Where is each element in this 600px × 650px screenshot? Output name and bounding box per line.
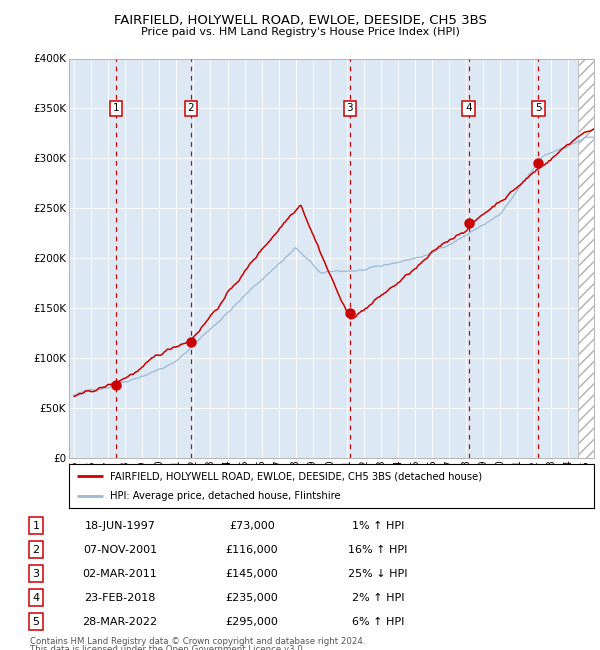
Text: 3: 3 <box>32 569 40 578</box>
Text: 5: 5 <box>32 617 40 627</box>
Text: 1: 1 <box>32 521 40 530</box>
Text: This data is licensed under the Open Government Licence v3.0.: This data is licensed under the Open Gov… <box>30 645 305 650</box>
Text: 3: 3 <box>346 103 353 114</box>
Text: £145,000: £145,000 <box>226 569 278 578</box>
Text: 23-FEB-2018: 23-FEB-2018 <box>85 593 155 603</box>
Text: Contains HM Land Registry data © Crown copyright and database right 2024.: Contains HM Land Registry data © Crown c… <box>30 637 365 646</box>
Text: 16% ↑ HPI: 16% ↑ HPI <box>349 545 407 554</box>
Text: £116,000: £116,000 <box>226 545 278 554</box>
Text: 4: 4 <box>466 103 472 114</box>
Text: Price paid vs. HM Land Registry's House Price Index (HPI): Price paid vs. HM Land Registry's House … <box>140 27 460 37</box>
Text: 1% ↑ HPI: 1% ↑ HPI <box>352 521 404 530</box>
Text: FAIRFIELD, HOLYWELL ROAD, EWLOE, DEESIDE, CH5 3BS (detached house): FAIRFIELD, HOLYWELL ROAD, EWLOE, DEESIDE… <box>110 471 482 481</box>
Text: HPI: Average price, detached house, Flintshire: HPI: Average price, detached house, Flin… <box>110 491 341 501</box>
Text: 25% ↓ HPI: 25% ↓ HPI <box>348 569 408 578</box>
Text: 2% ↑ HPI: 2% ↑ HPI <box>352 593 404 603</box>
Text: £235,000: £235,000 <box>226 593 278 603</box>
Text: 2: 2 <box>188 103 194 114</box>
Bar <box>578 58 594 458</box>
Text: 2: 2 <box>32 545 40 554</box>
Text: 4: 4 <box>32 593 40 603</box>
Text: 18-JUN-1997: 18-JUN-1997 <box>85 521 155 530</box>
Text: £73,000: £73,000 <box>229 521 275 530</box>
Text: 1: 1 <box>113 103 119 114</box>
Text: 02-MAR-2011: 02-MAR-2011 <box>83 569 157 578</box>
Text: £295,000: £295,000 <box>226 617 278 627</box>
Text: FAIRFIELD, HOLYWELL ROAD, EWLOE, DEESIDE, CH5 3BS: FAIRFIELD, HOLYWELL ROAD, EWLOE, DEESIDE… <box>113 14 487 27</box>
Text: 07-NOV-2001: 07-NOV-2001 <box>83 545 157 554</box>
Text: 6% ↑ HPI: 6% ↑ HPI <box>352 617 404 627</box>
Text: 5: 5 <box>535 103 542 114</box>
Text: 28-MAR-2022: 28-MAR-2022 <box>82 617 158 627</box>
